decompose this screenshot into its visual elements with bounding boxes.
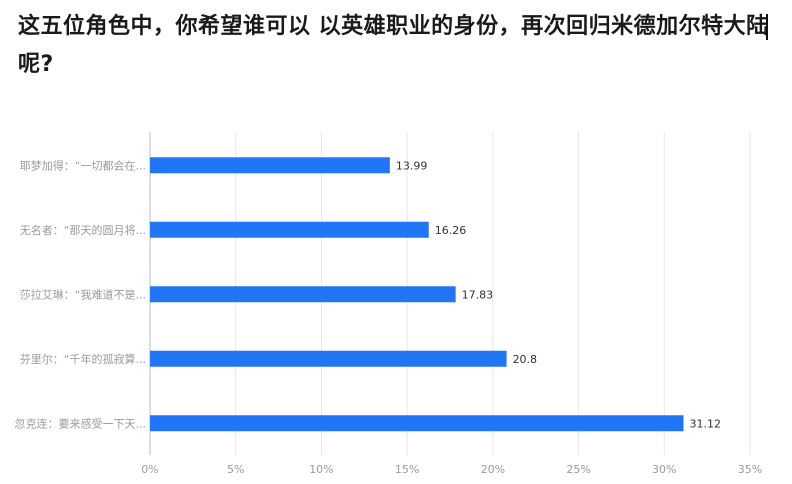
category-label: 耶梦加得：“一切都会在...: [20, 159, 146, 172]
x-tick-label: 35%: [738, 463, 762, 476]
data-label: 13.99: [396, 159, 428, 172]
x-tick-label: 25%: [566, 463, 590, 476]
bar: [150, 415, 684, 432]
data-label: 31.12: [689, 417, 721, 430]
bar: [150, 221, 429, 238]
x-tick-label: 10%: [309, 463, 333, 476]
data-label: 20.8: [513, 353, 538, 366]
text-cursor: [766, 14, 768, 40]
chart-title: 这五位角色中，你希望谁可以 以英雄职业的身份，再次回归米德加尔特大陆呢?: [18, 14, 769, 77]
x-tick-label: 30%: [652, 463, 676, 476]
category-label: 莎拉艾琳：“我难道不是...: [20, 287, 146, 301]
bar: [150, 157, 390, 174]
bar: [150, 350, 507, 367]
bar: [150, 286, 456, 303]
data-label: 16.26: [435, 224, 467, 237]
x-tick-label: 5%: [227, 463, 244, 476]
category-label: 忽克连：要来感受一下天...: [15, 416, 147, 430]
x-tick-label: 15%: [395, 463, 419, 476]
data-label: 17.83: [462, 288, 494, 301]
x-tick-label: 0%: [141, 463, 158, 476]
category-label: 无名者：“那天的圆月将...: [20, 223, 146, 237]
category-label: 芬里尔：“千年的孤寂算...: [20, 352, 146, 366]
x-tick-label: 20%: [481, 463, 505, 476]
